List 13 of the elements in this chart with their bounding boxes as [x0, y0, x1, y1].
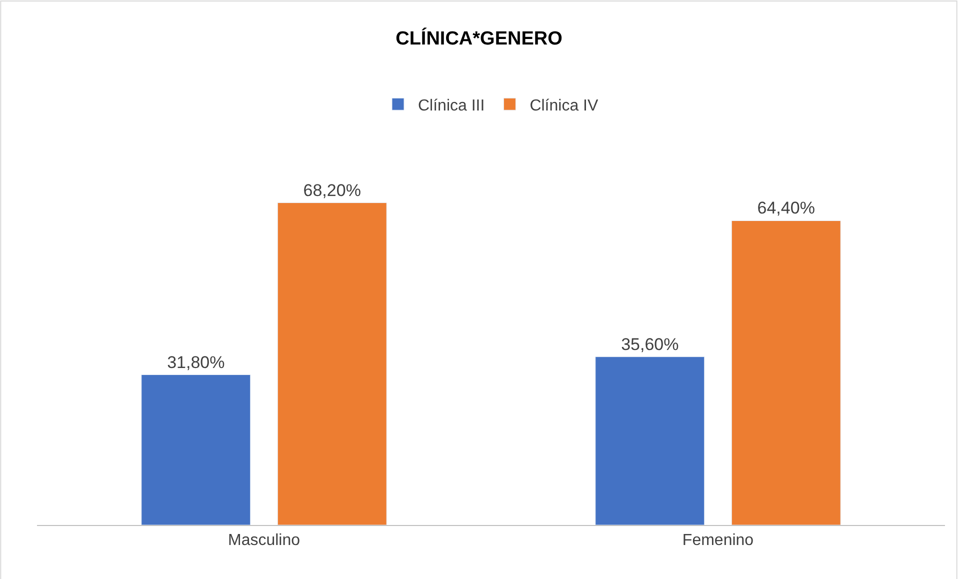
data-label: 35,60%	[621, 334, 679, 354]
chart-title: CLÍNICA*GENERO	[396, 27, 562, 50]
legend-label: Clínica III	[418, 97, 485, 114]
data-label: 64,40%	[757, 198, 815, 218]
x-tick-label: Femenino	[682, 532, 754, 550]
bar	[141, 374, 251, 525]
data-label: 68,20%	[303, 180, 361, 200]
legend-label: Clínica IV	[530, 97, 598, 114]
x-tick-label: Masculino	[228, 532, 300, 550]
bar	[731, 220, 841, 525]
data-label: 31,80%	[167, 352, 225, 372]
bar	[277, 202, 387, 525]
bar	[595, 356, 705, 525]
